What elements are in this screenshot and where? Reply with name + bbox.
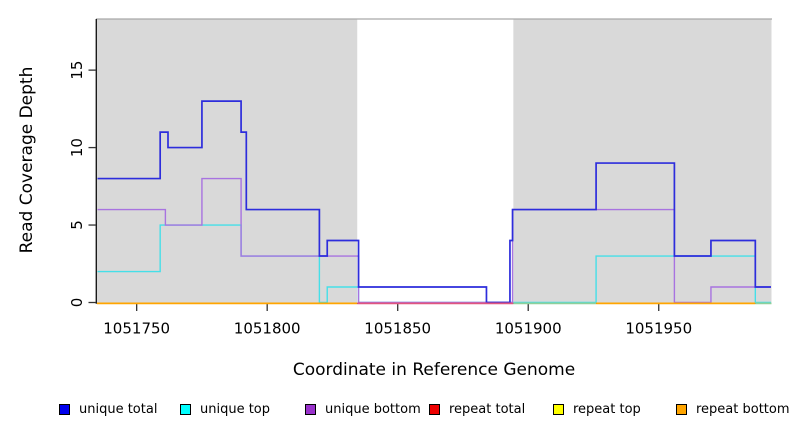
legend-item-repeat-total: repeat total xyxy=(429,399,525,419)
x-tick-label: 1051950 xyxy=(625,320,692,338)
legend-label: repeat total xyxy=(449,401,526,417)
legend-label: repeat top xyxy=(573,401,641,417)
legend-swatch-unique-top xyxy=(180,403,191,415)
x-tick-label: 1051900 xyxy=(495,320,562,338)
legend-item-unique-bottom: unique bottom xyxy=(305,399,421,419)
legend-item-unique-top: unique top xyxy=(180,399,270,419)
x-tick-label: 1051800 xyxy=(234,320,301,338)
x-tick-label: 1051850 xyxy=(364,320,431,338)
legend: unique total unique top unique bottom repea… xyxy=(0,399,792,423)
y-tick-label: 10 xyxy=(68,138,86,157)
legend-swatch-repeat-total xyxy=(429,403,440,415)
legend-item-unique-total: unique total xyxy=(59,399,157,419)
y-tick-label: 5 xyxy=(68,220,86,230)
coverage-plot: 1051750 1051800 1051850 1051900 1051950 0 5 10 1… xyxy=(17,18,772,380)
y-tick-label: 15 xyxy=(68,61,86,80)
legend-swatch-repeat-top xyxy=(553,403,564,415)
legend-swatch-unique-bottom xyxy=(305,403,316,415)
x-axis-title: Coordinate in Reference Genome xyxy=(293,360,575,380)
shaded-region-0 xyxy=(97,19,358,304)
legend-swatch-repeat-bottom xyxy=(676,403,687,415)
legend-item-repeat-bottom: repeat bottom xyxy=(676,399,790,419)
series-unique-total-line xyxy=(97,100,771,304)
shaded-region-1 xyxy=(513,19,772,304)
y-axis-title: Read Coverage Depth xyxy=(17,67,37,254)
legend-item-repeat-top: repeat top xyxy=(553,399,641,419)
x-tick-label: 1051750 xyxy=(103,320,170,338)
y-tick-label: 0 xyxy=(68,298,86,308)
legend-label: unique bottom xyxy=(325,401,421,417)
legend-label: unique top xyxy=(200,401,271,417)
legend-label: unique total xyxy=(79,401,158,417)
legend-label: repeat bottom xyxy=(696,401,790,417)
legend-swatch-unique-total xyxy=(59,403,70,415)
